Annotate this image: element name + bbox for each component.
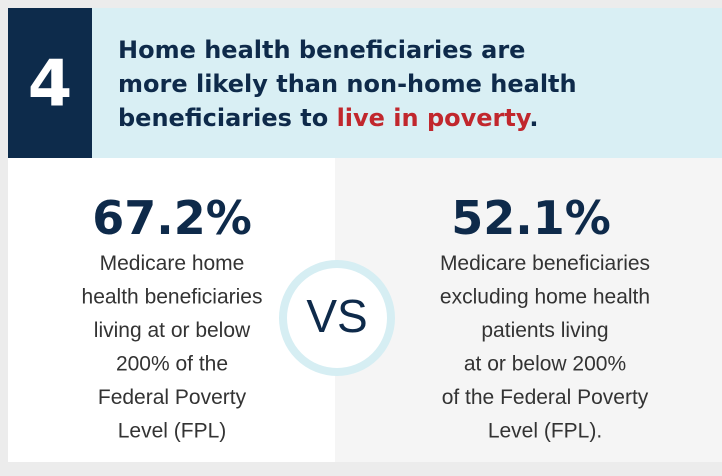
right-description-line: Medicare beneficiaries [440, 252, 650, 275]
vs-label: VS [306, 290, 367, 342]
left-description-line: Medicare home [100, 252, 245, 275]
right-description-line: excluding home health [440, 286, 650, 309]
right-description-line: at or below 200% [464, 353, 626, 376]
left-description-line: 200% of the [116, 353, 228, 376]
header-line: Home health beneficiaries are [118, 36, 525, 64]
vs-circle [279, 260, 395, 376]
left-description-line: living at or below [94, 319, 251, 342]
right-description-line: Level (FPL). [488, 420, 602, 443]
header-line: beneficiaries to live in poverty. [118, 104, 538, 132]
badge-box [8, 8, 92, 158]
header-text: Home health beneficiaries are [118, 36, 525, 64]
header-text: beneficiaries to [118, 104, 328, 132]
left-description-line: health beneficiaries [82, 286, 263, 309]
right-panel [335, 158, 722, 462]
right-description-line: of the Federal Poverty [442, 386, 649, 409]
left-description-line: Federal Poverty [98, 386, 247, 409]
left-stat: 67.2% [92, 191, 252, 245]
header-band [8, 8, 722, 158]
right-stat: 52.1% [451, 191, 611, 245]
header-end: . [529, 104, 538, 132]
header-highlight: live in poverty [337, 104, 532, 132]
right-description-line: patients living [481, 319, 608, 342]
header-text: more likely than non-home health [118, 70, 577, 98]
header-line: more likely than non-home health [118, 70, 577, 98]
badge-number: 4 [28, 48, 73, 122]
left-description-line: Level (FPL) [118, 420, 227, 443]
